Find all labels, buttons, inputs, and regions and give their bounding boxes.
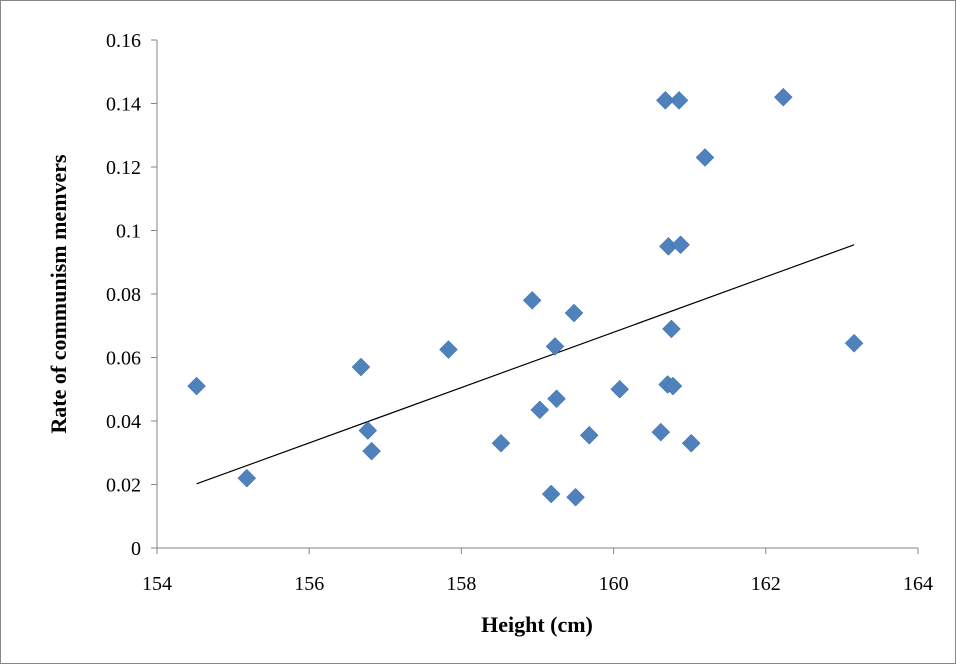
data-point [439,340,458,359]
data-points-layer [187,87,864,507]
data-point [681,433,701,453]
y-tick-label: 0.16 [106,30,141,52]
y-tick-label: 0.12 [106,157,141,179]
y-axis-label: Rate of communism memvers [46,154,71,434]
y-tick-label: 0.08 [106,284,141,306]
data-point [695,148,715,167]
data-point [187,376,206,396]
data-point [530,400,550,420]
data-point [547,389,566,409]
x-tick-label: 154 [142,573,172,595]
y-tick-label: 0.04 [106,411,141,433]
x-tick-label: 158 [446,573,476,595]
data-point [362,441,381,461]
data-point [610,379,630,399]
chart-axes [156,40,918,549]
data-point [358,421,378,440]
y-tick-label: 0.06 [106,348,141,370]
data-point [545,337,565,356]
trendline-layer [196,244,855,485]
x-tick-label: 162 [751,573,781,595]
linear-trendline [196,244,855,485]
x-tick-label: 160 [599,573,629,595]
x-axis-ticks: 154 156 158 160 162 164 [142,548,933,595]
data-point [522,290,542,310]
x-axis-label: Height (cm) [481,612,593,637]
data-point [566,487,585,507]
data-point [237,468,257,488]
data-point [651,422,671,442]
data-point [655,90,675,110]
data-point [844,333,864,353]
data-point [662,319,681,339]
x-tick-label: 156 [294,573,324,595]
x-tick-label: 164 [903,573,933,595]
y-tick-label: 0.02 [106,475,141,497]
data-point [663,376,683,396]
y-axis-ticks: 0 0.02 0.04 0.06 0.08 0.1 0.12 0.14 0.16 [106,30,157,560]
data-point [773,87,793,107]
data-point [491,433,511,453]
y-tick-label: 0 [131,538,141,560]
y-tick-label: 0.1 [116,221,141,243]
y-tick-label: 0.14 [106,94,141,116]
data-point [351,357,371,377]
data-point [564,303,584,323]
data-point [579,425,599,445]
data-point [671,235,690,255]
data-point [669,90,689,110]
data-point [541,484,561,504]
